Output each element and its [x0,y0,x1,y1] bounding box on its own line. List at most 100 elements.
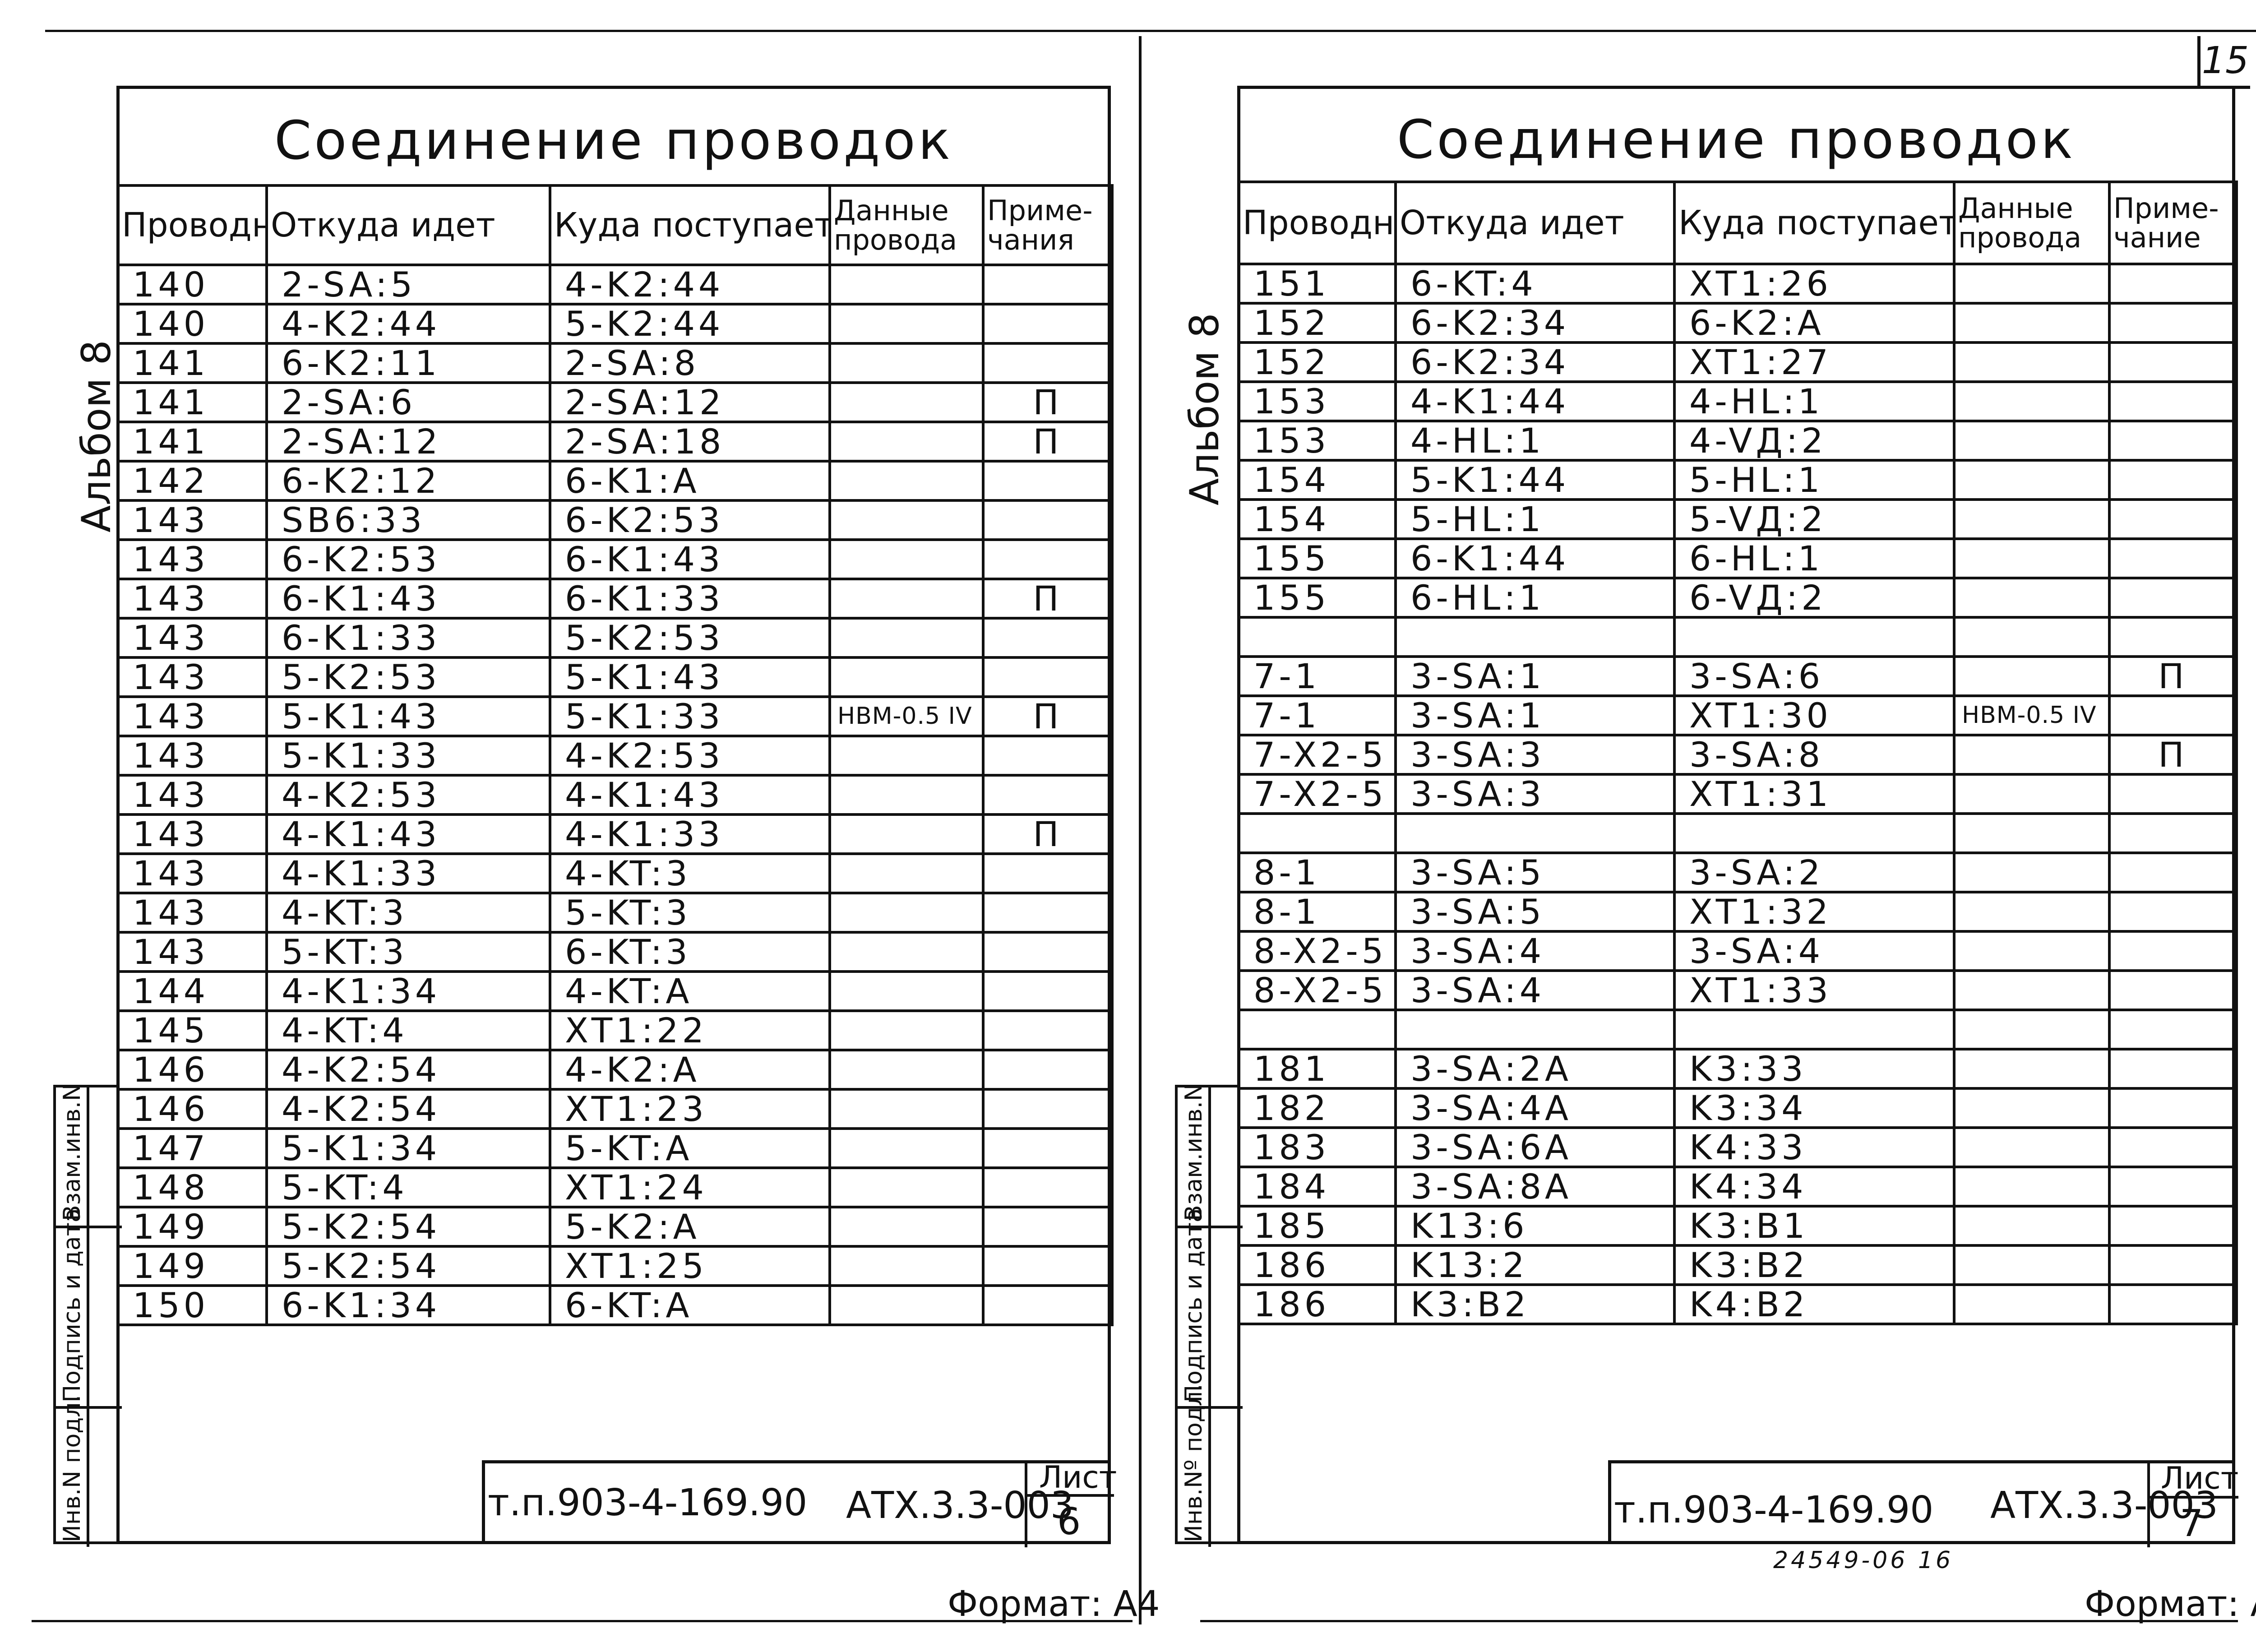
cell-conductor: 143 [116,578,268,620]
cell-wire-data [828,264,985,305]
right-doc-number: т.п.903-4-169.90 [1614,1489,1934,1532]
table-row: 186 K13:2 K3:B2 [1237,1244,2238,1286]
cell-wire-data [828,656,985,698]
page-number-box: 15 [2197,36,2250,89]
cell-to: 5-K1:43 [549,656,831,698]
cell-conductor: 153 [1237,380,1397,422]
cell-to: XT1:32 [1673,891,1956,933]
cell-note [2108,498,2238,540]
cell-note [982,1206,1114,1248]
cell-from: SB6:33 [265,499,551,541]
table-row: 149 5-K2:54 XT1:25 [116,1245,1114,1287]
table-row: 146 4-K2:54 4-K2:A [116,1049,1114,1091]
cell-to: 5-KT:3 [549,892,831,934]
table-row: 146 4-K2:54 XT1:23 [116,1088,1114,1130]
cell-from: 4-K2:54 [265,1049,551,1091]
cell-conductor: 185 [1237,1205,1397,1247]
header-wire-data: Данные провода [1953,180,2111,265]
cell-note [2108,1048,2238,1090]
cell-conductor: 8-1 [1237,891,1397,933]
cell-note [2108,1166,2238,1208]
cell-wire-data [828,538,985,580]
cell-wire-data [1953,734,2111,776]
cell-wire-data [828,892,985,934]
cell-note [982,1166,1114,1208]
cell-conductor: 182 [1237,1087,1397,1129]
cell-conductor: 143 [116,735,268,777]
cell-note [2108,1283,2238,1325]
table-row: 155 6-K1:44 6-HL:1 [1237,537,2238,579]
table-row: 147 5-K1:34 5-KT:A [116,1127,1114,1169]
cell-note [2108,1244,2238,1286]
table-row: 145 4-KT:4 XT1:22 [116,1009,1114,1051]
cell-wire-data [828,342,985,384]
cell-note [982,970,1114,1012]
cell-note: П [982,421,1114,463]
cell-wire-data [828,460,985,502]
table-row: 7-X2-5 3-SA:3 XT1:31 [1237,773,2238,815]
cell-wire-data [1953,537,2111,579]
cell-from: 5-KT:3 [265,931,551,973]
cell-wire-data [828,499,985,541]
cell-conductor: 143 [116,538,268,580]
cell-from: 5-K1:44 [1394,459,1676,501]
right-title-block: т.п.903-4-169.90 АТХ.3.3-003 Лист 7 [1608,1460,2238,1547]
header-notes: Приме-чание [2108,180,2238,265]
cell-to: XT1:22 [549,1009,831,1051]
cell-to: 4-K1:33 [549,813,831,855]
cell-to: 6-K1:33 [549,578,831,620]
cell-from: 4-K1:34 [265,970,551,1012]
header-conductor: Проводник [116,184,268,266]
cell-conductor: 143 [116,931,268,973]
cell-to: 5-VД:2 [1673,498,1956,540]
left-connections-table: Проводник Откуда идет Куда поступает Дан… [116,184,1114,1326]
cell-conductor: 152 [1237,302,1397,344]
left-format-label: Формат: А4 [948,1584,1160,1624]
cell-conductor: 142 [116,460,268,502]
table-row: 144 4-K1:34 4-KT:A [116,970,1114,1012]
cell-note [982,931,1114,973]
cell-conductor [1237,812,1397,854]
cell-to: 2-SA:12 [549,381,831,423]
cell-from: K3:B2 [1394,1283,1676,1325]
table-row: 140 4-K2:44 5-K2:44 [116,303,1114,345]
cell-conductor: 8-1 [1237,851,1397,893]
cell-wire-data [828,1206,985,1248]
cell-to: XT1:25 [549,1245,831,1287]
cell-from [1394,812,1676,854]
cell-wire-data [828,931,985,973]
cell-from: 3-SA:1 [1394,655,1676,697]
cell-wire-data [828,617,985,659]
table-row: 143 6-K2:53 6-K1:43 [116,538,1114,580]
cell-conductor: 143 [116,499,268,541]
cell-conductor: 140 [116,303,268,345]
cell-to: XT1:23 [549,1088,831,1130]
cell-from: 2-SA:6 [265,381,551,423]
cell-to: K4:33 [1673,1126,1956,1168]
cell-note [2108,930,2238,972]
cell-note [2108,302,2238,344]
cell-from: 4-HL:1 [1394,420,1676,462]
left-side-stamp: Инв.N подл. Подпись и дата Взам.инв.N [53,1083,122,1547]
cell-conductor: 8-X2-5 [1237,930,1397,972]
table-row [1237,1009,2238,1050]
top-rule [45,30,2256,32]
cell-to: 3-SA:8 [1673,734,1956,776]
cell-note [2108,773,2238,815]
cell-conductor: 143 [116,813,268,855]
cell-to: 4-KT:A [549,970,831,1012]
bottom-rule-left [32,1620,1133,1622]
table-row: 8-X2-5 3-SA:4 XT1:33 [1237,969,2238,1011]
cell-note [2108,380,2238,422]
cell-from: 3-SA:8A [1394,1166,1676,1208]
cell-to: 4-HL:1 [1673,380,1956,422]
cell-to: 4-K2:53 [549,735,831,777]
cell-note [982,1127,1114,1169]
cell-note [982,852,1114,894]
cell-from: 5-K1:33 [265,735,551,777]
header-from: Откуда идет [1394,180,1676,265]
cell-to [1673,812,1956,854]
header-to: Куда поступает [549,184,831,266]
right-doc-code: АТХ.3.3-003 [1990,1484,2218,1527]
cell-to: K3:B2 [1673,1244,1956,1286]
